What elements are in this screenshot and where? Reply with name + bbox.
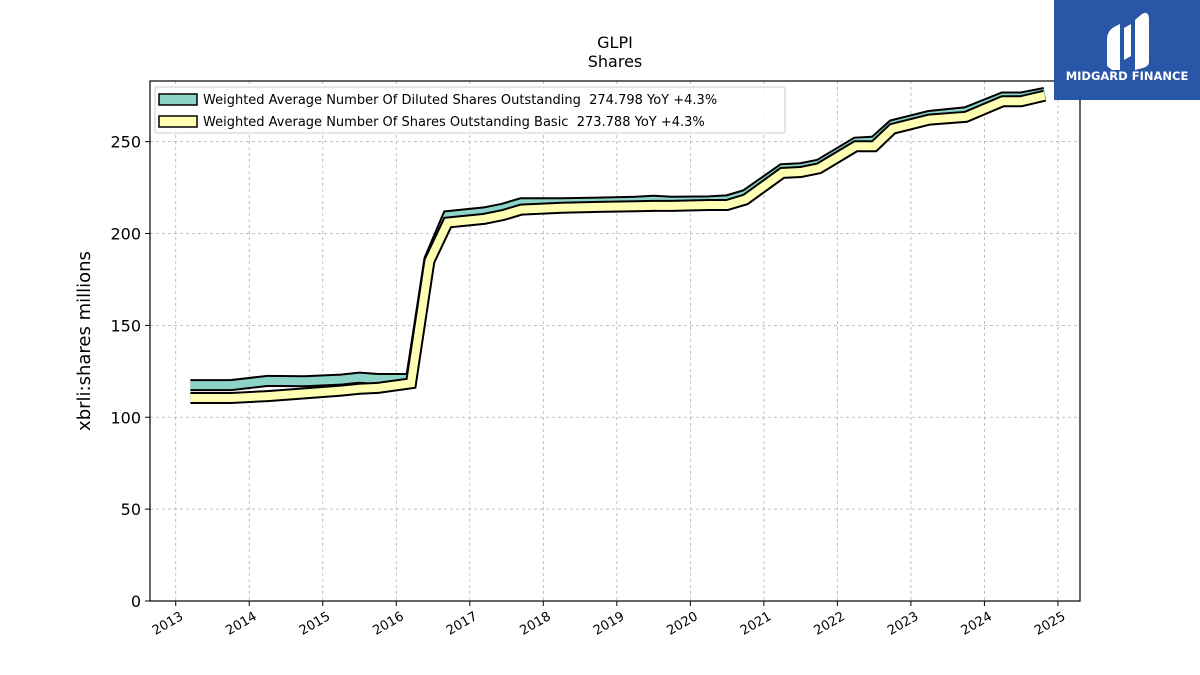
- series-layer: [190, 87, 1047, 404]
- legend-swatch-diluted: [158, 93, 198, 106]
- legend-swatch-basic: [158, 115, 198, 128]
- grid: [150, 81, 1080, 601]
- y-tick-label: 200: [110, 225, 141, 244]
- y-axis-label: xbrli:shares millions: [74, 251, 95, 431]
- legend-box: [154, 86, 786, 134]
- logo-text: MIDGARD FINANCE: [1066, 69, 1189, 83]
- y-tick-label: 50: [121, 500, 141, 519]
- series-1-line: [190, 91, 1046, 402]
- plot-frame: [149, 80, 1081, 602]
- y-axis: 0 50 100 150 200 250: [110, 133, 150, 611]
- y-tick-label: 0: [131, 592, 141, 611]
- chart-title: GLPI: [597, 33, 633, 52]
- y-tick-label: 100: [110, 408, 141, 427]
- midgard-logo: MIDGARD FINANCE: [1054, 0, 1200, 100]
- legend-label-diluted: Weighted Average Number Of Diluted Share…: [203, 93, 717, 108]
- logo-mark-icon: [1107, 12, 1149, 70]
- chart-subtitle: Shares: [588, 52, 643, 71]
- y-tick-label: 250: [110, 133, 141, 152]
- legend-label-basic: Weighted Average Number Of Shares Outsta…: [203, 115, 705, 130]
- y-tick-label: 150: [110, 316, 141, 335]
- legend: Weighted Average Number Of Diluted Share…: [154, 86, 786, 134]
